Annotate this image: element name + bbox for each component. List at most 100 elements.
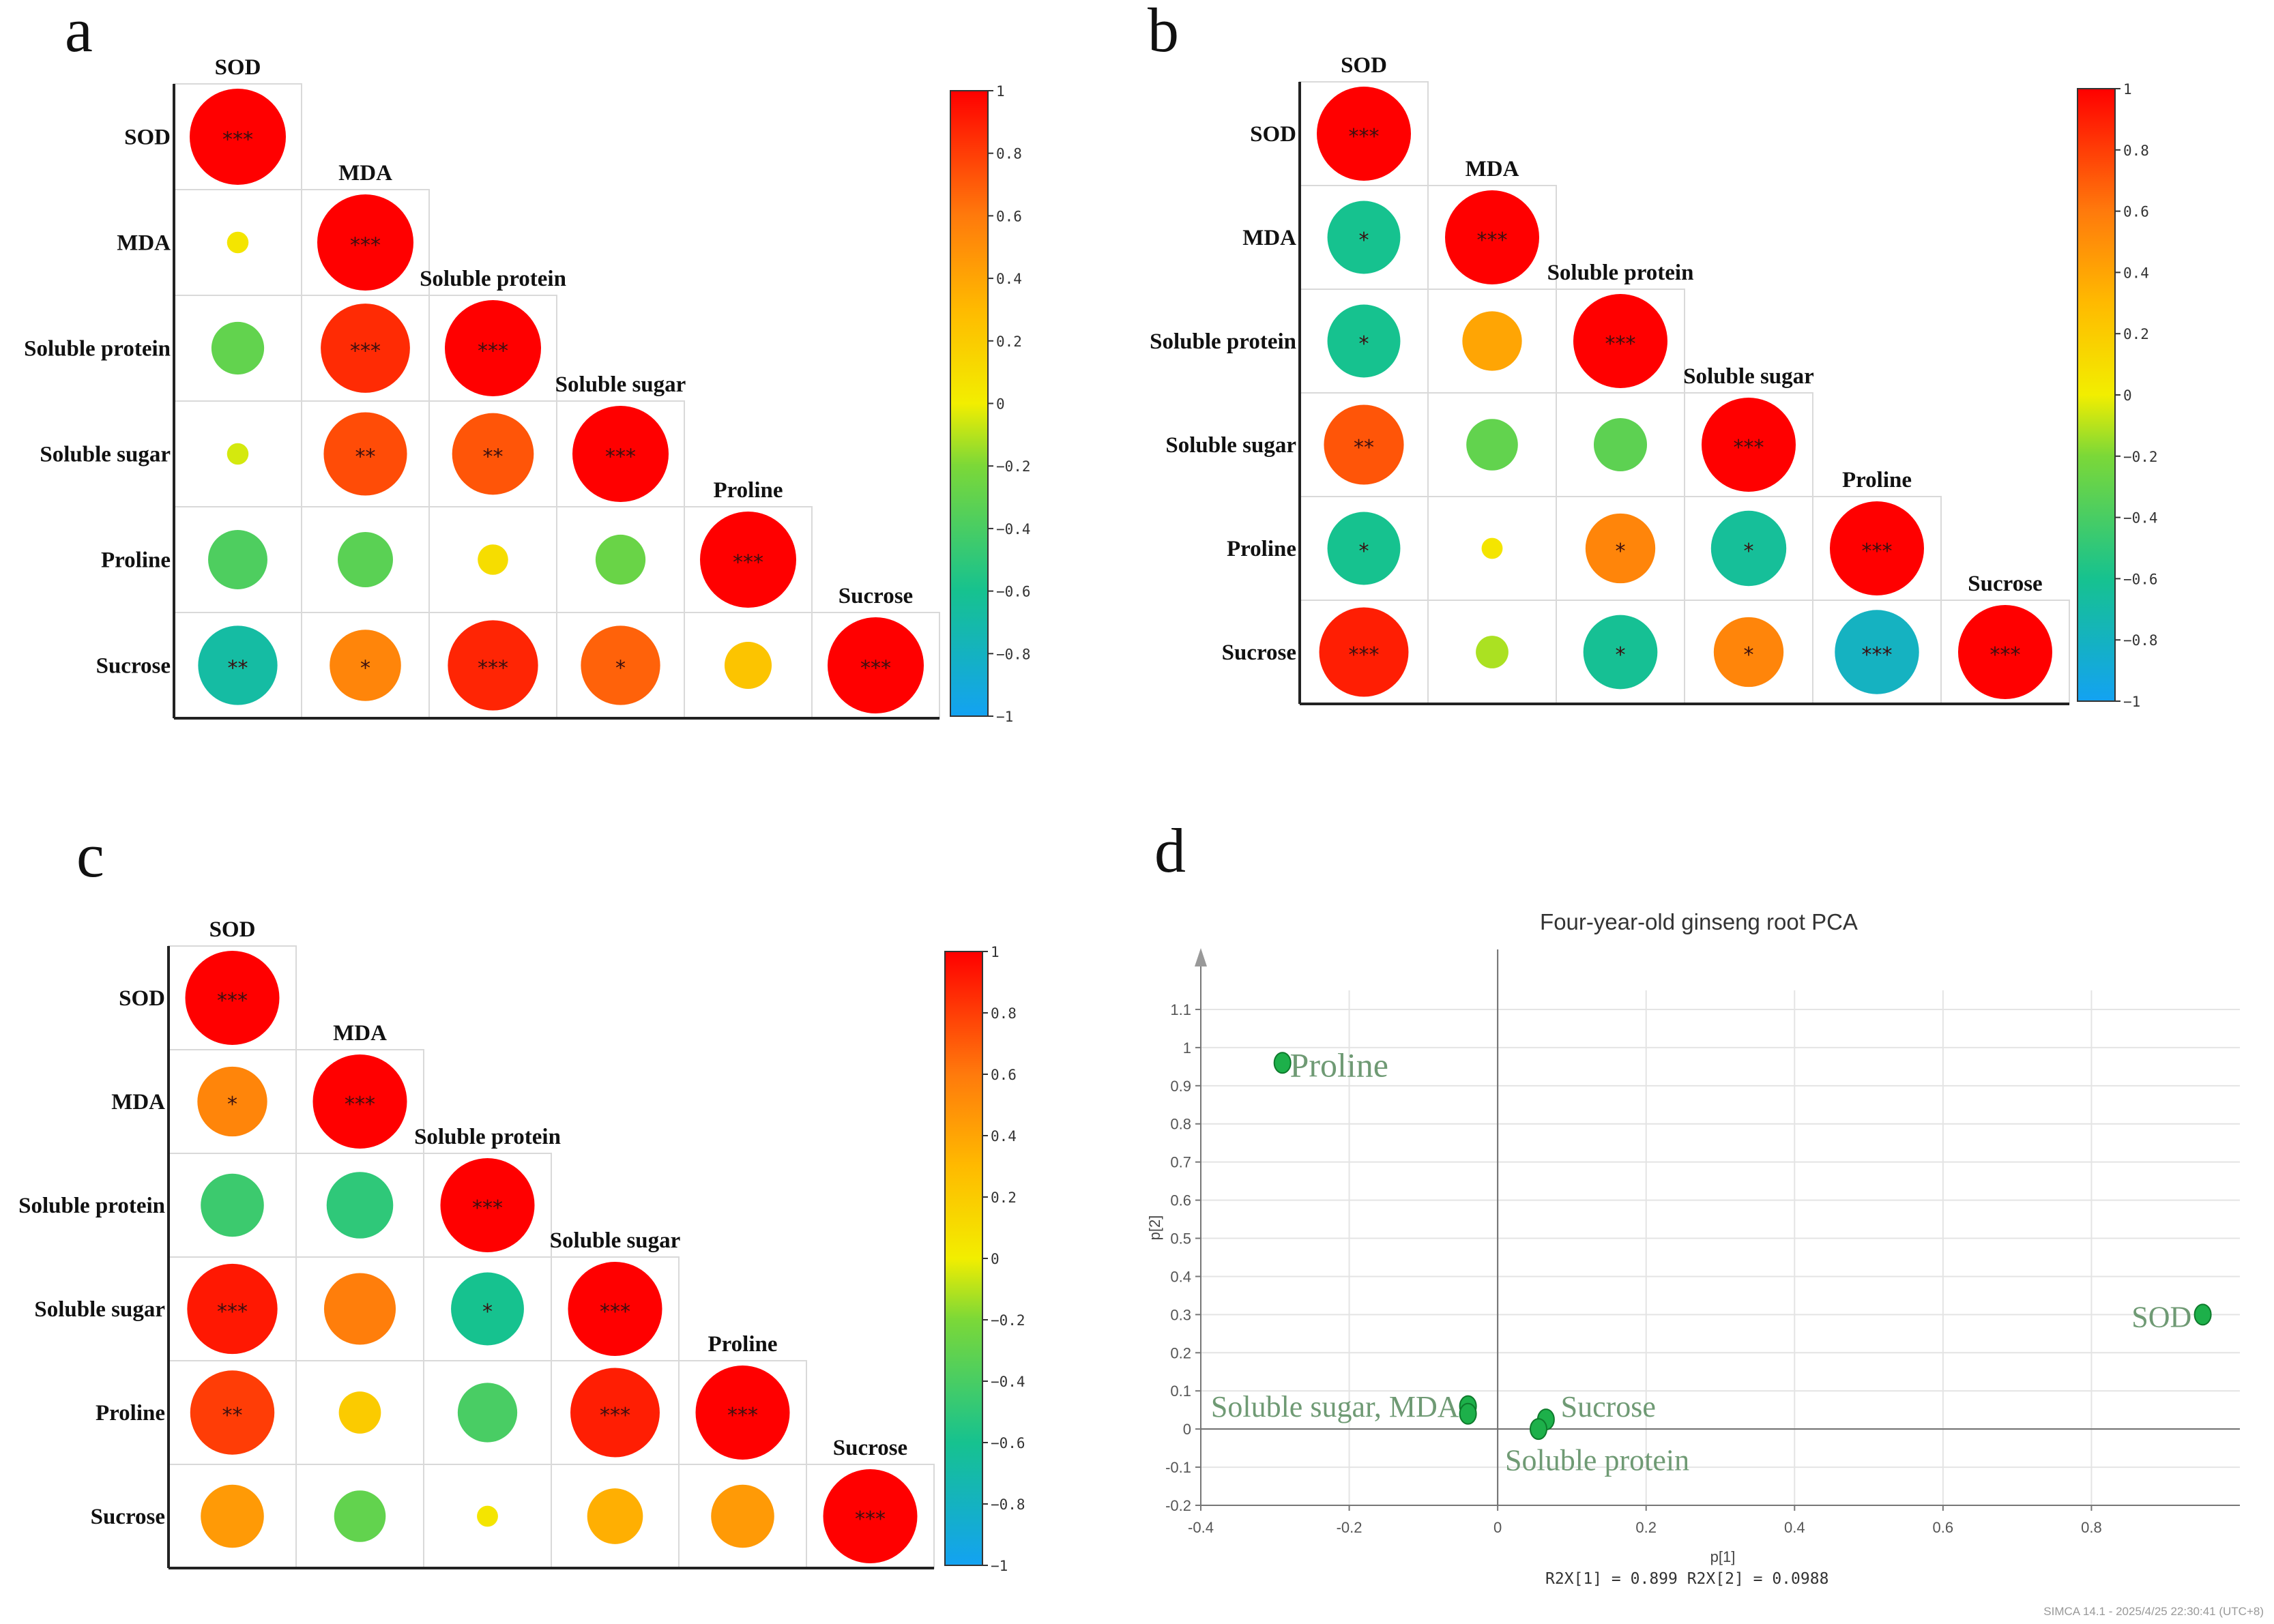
colorbar-tick-label: −1 (2123, 694, 2140, 710)
column-label: SOD (209, 917, 256, 942)
correlation-circle (440, 1158, 535, 1252)
significance-mark: *** (478, 657, 508, 681)
correlation-circle (1583, 615, 1658, 690)
pca-point (1273, 1052, 1292, 1074)
row-label: Sucrose (96, 654, 171, 679)
correlation-circle (323, 412, 407, 496)
correlation-circle (185, 951, 280, 1045)
panel-letter-d: d (1154, 816, 1186, 885)
correlation-circle (201, 1484, 264, 1548)
colorbar-tick-label: −0.2 (2123, 449, 2158, 465)
significance-mark: *** (1477, 228, 1508, 252)
colorbar (2077, 88, 2116, 702)
significance-mark: *** (600, 1404, 630, 1428)
software-footer: SIMCA 14.1 - 2025/4/25 22:30:41 (UTC+8) (2043, 1605, 2264, 1618)
significance-mark: *** (1734, 436, 1764, 460)
row-label: Proline (96, 1401, 165, 1426)
correlation-circle (190, 89, 286, 185)
y-tick-label: 0.5 (1170, 1230, 1191, 1247)
significance-mark: *** (860, 657, 891, 681)
correlation-circle (312, 1054, 407, 1149)
significance-mark: * (1744, 540, 1754, 563)
correlation-circle (445, 300, 541, 396)
significance-mark: * (1616, 540, 1626, 563)
x-tick-label: -0.2 (1337, 1519, 1362, 1536)
significance-mark: *** (217, 989, 248, 1013)
column-label: Soluble protein (1547, 261, 1694, 285)
colorbar-tick-label: 0.4 (996, 271, 1022, 287)
pca-point (1529, 1418, 1547, 1441)
colorbar-tick-label: −0.2 (996, 458, 1031, 475)
significance-mark: * (1359, 540, 1369, 563)
correlation-circle (198, 625, 278, 705)
pca-point (1459, 1402, 1477, 1425)
colorbar-tick-label: −1 (991, 1558, 1008, 1574)
row-label: Sucrose (91, 1505, 165, 1529)
colorbar-tick-label: 0.2 (991, 1190, 1017, 1206)
colorbar-tick-label: 0.6 (2123, 204, 2149, 220)
pca-panel-d: d Four-year-old ginseng root PCA 1.1 1 0.9 0.… (1146, 816, 2264, 1618)
colorbar-tick-label: −0.8 (2123, 632, 2158, 649)
colorbar-tick-label: 0 (996, 396, 1005, 413)
correlation-circle (1462, 311, 1522, 371)
correlation-circle (1713, 617, 1784, 688)
significance-mark: *** (350, 234, 381, 258)
significance-mark: *** (733, 551, 763, 575)
correlation-circle (1327, 304, 1401, 378)
column-label: MDA (333, 1021, 387, 1046)
column-label: Soluble protein (420, 267, 566, 291)
point-label: Soluble sugar, MDA (1211, 1390, 1459, 1423)
row-label: SOD (124, 126, 171, 150)
correlation-circle (334, 1490, 386, 1542)
y-axis-arrow (1195, 948, 1207, 966)
correlation-circle (1466, 419, 1518, 471)
colorbar-tick-label: 0.8 (2123, 143, 2149, 159)
correlation-panel-c: c SOD SOD MDA MDA Soluble protein Soluble prot… (18, 821, 1025, 1574)
y-tick-label: 0.6 (1170, 1192, 1191, 1209)
chart-title: Four-year-old ginseng root PCA (1540, 909, 1858, 934)
significance-mark: *** (600, 1300, 630, 1324)
significance-mark: ** (1354, 436, 1374, 460)
correlation-circle (823, 1469, 918, 1563)
correlation-circle (587, 1488, 643, 1544)
correlation-circle (187, 1263, 278, 1355)
correlation-circle (330, 630, 401, 701)
correlation-circle (700, 512, 796, 608)
correlation-circle (452, 413, 534, 495)
colorbar-tick-label: 0 (991, 1251, 1000, 1267)
colorbar-tick-label: −0.4 (2123, 510, 2158, 527)
row-label: Soluble sugar (1165, 433, 1296, 458)
correlation-circle (724, 641, 772, 690)
correlation-circle (211, 321, 265, 375)
significance-mark: ** (228, 657, 248, 681)
x-tick-label: 0.2 (1635, 1519, 1657, 1536)
correlation-circle (570, 1368, 660, 1458)
colorbar-tick-label: 0.2 (996, 334, 1022, 350)
correlation-circle (1445, 190, 1539, 284)
correlation-panel-b: b SOD SOD MDA MDA Soluble protein Soluble prot… (1148, 0, 2158, 710)
column-label: Soluble sugar (550, 1228, 681, 1253)
point-label: Sucrose (1561, 1390, 1656, 1423)
column-label: Proline (713, 478, 783, 503)
column-label: Soluble protein (414, 1125, 561, 1149)
correlation-circle (451, 1272, 524, 1346)
correlation-circle (338, 1391, 381, 1434)
significance-mark: *** (1605, 332, 1636, 356)
correlation-circle (1702, 398, 1796, 492)
panel-letter-c: c (76, 821, 104, 890)
column-label: Proline (1842, 468, 1912, 492)
row-label: Soluble sugar (40, 443, 171, 467)
row-label: MDA (111, 1090, 165, 1114)
significance-mark: * (482, 1300, 493, 1324)
correlation-circle (478, 544, 508, 575)
y-tick-label: 0.2 (1170, 1344, 1191, 1361)
correlation-circle (323, 1273, 396, 1345)
column-label: Sucrose (833, 1436, 907, 1460)
correlation-circle (457, 1383, 518, 1443)
correlation-circle (197, 1066, 267, 1137)
row-label: MDA (117, 231, 171, 256)
correlation-circle (1958, 605, 2052, 699)
column-label: Soluble sugar (1683, 364, 1814, 389)
colorbar-tick-label: −0.2 (991, 1312, 1025, 1329)
